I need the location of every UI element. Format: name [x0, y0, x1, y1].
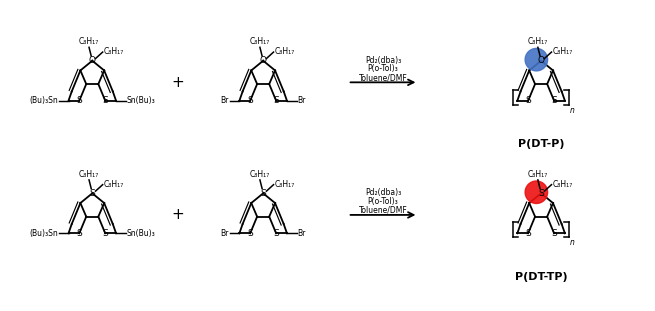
Text: +: +: [172, 207, 184, 222]
Text: O: O: [89, 56, 96, 65]
Text: Br: Br: [297, 96, 306, 105]
Text: P(o-Tol)₃: P(o-Tol)₃: [367, 64, 398, 73]
Text: n: n: [570, 105, 574, 114]
Text: (Bu)₃Sn: (Bu)₃Sn: [29, 96, 58, 105]
Text: (Bu)₃Sn: (Bu)₃Sn: [29, 229, 58, 238]
Circle shape: [525, 49, 548, 71]
Text: Toluene/DMF: Toluene/DMF: [359, 73, 407, 82]
Text: C₈H₁₇: C₈H₁₇: [274, 180, 295, 189]
Text: C₈H₁₇: C₈H₁₇: [552, 180, 572, 189]
Text: C₈H₁₇: C₈H₁₇: [528, 170, 548, 179]
Text: P(o-Tol)₃: P(o-Tol)₃: [367, 197, 398, 206]
Text: Br: Br: [297, 229, 306, 238]
Text: n: n: [570, 238, 574, 247]
Text: Br: Br: [221, 96, 229, 105]
Text: C₈H₁₇: C₈H₁₇: [250, 37, 270, 46]
Text: O: O: [259, 56, 267, 65]
Text: Toluene/DMF: Toluene/DMF: [359, 206, 407, 215]
Text: P(DT-TP): P(DT-TP): [515, 272, 567, 282]
Text: S: S: [248, 229, 253, 238]
Text: C₈H₁₇: C₈H₁₇: [103, 47, 124, 56]
Text: O: O: [538, 56, 544, 65]
Text: Sn(Bu)₃: Sn(Bu)₃: [126, 96, 155, 105]
Text: C₈H₁₇: C₈H₁₇: [79, 37, 99, 46]
Text: Pd₂(dba)₃: Pd₂(dba)₃: [365, 188, 401, 197]
Text: Pd₂(dba)₃: Pd₂(dba)₃: [365, 56, 401, 65]
Text: C₈H₁₇: C₈H₁₇: [79, 170, 99, 179]
Text: Sn(Bu)₃: Sn(Bu)₃: [126, 229, 155, 238]
Text: S: S: [552, 229, 557, 238]
Text: C₈H₁₇: C₈H₁₇: [103, 180, 124, 189]
Text: S: S: [538, 189, 544, 198]
Text: C₈H₁₇: C₈H₁₇: [528, 37, 548, 46]
Text: S: S: [102, 229, 108, 238]
Text: S: S: [102, 96, 108, 105]
Text: S: S: [273, 229, 279, 238]
Text: S: S: [525, 229, 531, 238]
Text: S: S: [552, 96, 557, 105]
Text: S: S: [273, 96, 279, 105]
Text: S: S: [77, 96, 82, 105]
Text: C₈H₁₇: C₈H₁₇: [552, 47, 572, 56]
Text: Br: Br: [221, 229, 229, 238]
Text: C₈H₁₇: C₈H₁₇: [274, 47, 295, 56]
Text: P(DT-P): P(DT-P): [518, 139, 565, 149]
Circle shape: [525, 181, 548, 203]
Text: S: S: [260, 189, 266, 198]
Text: +: +: [172, 75, 184, 90]
Text: S: S: [248, 96, 253, 105]
Text: C₈H₁₇: C₈H₁₇: [250, 170, 270, 179]
Text: S: S: [89, 189, 95, 198]
Text: S: S: [525, 96, 531, 105]
Text: S: S: [77, 229, 82, 238]
